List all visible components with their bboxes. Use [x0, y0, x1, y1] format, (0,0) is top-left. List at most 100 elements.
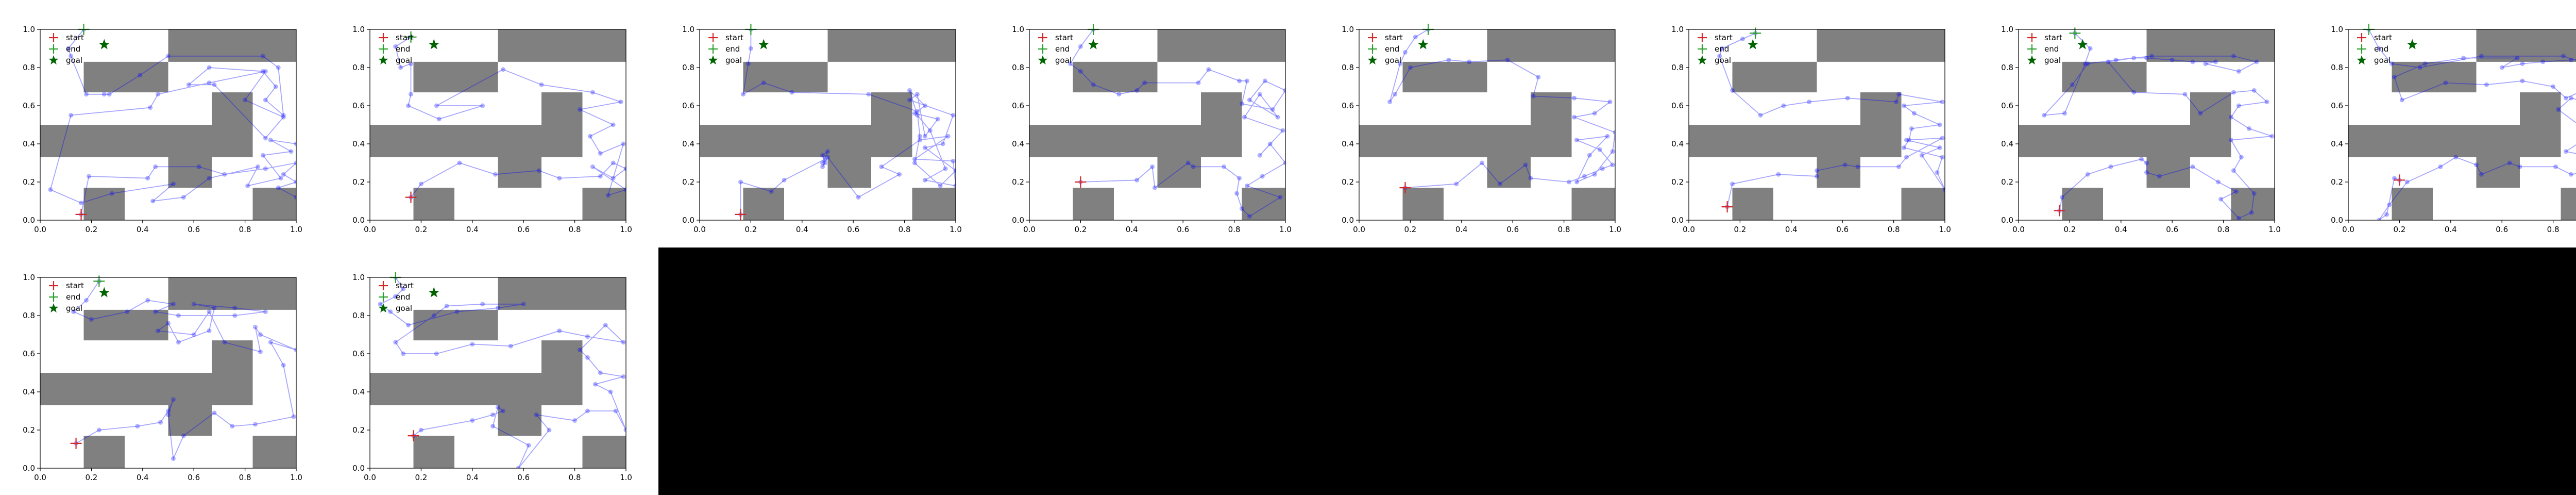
path-point	[1497, 182, 1502, 187]
path-point	[207, 176, 212, 181]
obstacle-block	[1242, 188, 1285, 220]
path-point	[789, 90, 794, 95]
path-point	[1523, 162, 1528, 168]
path-point	[740, 92, 745, 97]
legend-start-label: start	[66, 33, 84, 42]
obstacle-block	[168, 29, 296, 62]
legend-goal-label: goal	[725, 56, 742, 65]
x-tick-label: 0.4	[137, 473, 149, 482]
legend-start-label: start	[396, 33, 414, 42]
path-point	[255, 164, 260, 169]
plot-frame	[40, 277, 297, 469]
y-tick-label: 0.8	[23, 311, 35, 320]
path-point	[500, 408, 505, 414]
obstacle-block	[2190, 92, 2231, 157]
path-point	[1536, 75, 1541, 79]
y-tick-label: 0.0	[1012, 216, 1024, 225]
legend: start end goal	[2027, 33, 2062, 65]
path-point	[1454, 182, 1459, 187]
path-point	[145, 176, 150, 181]
axis-ticks: 0.0 0.2 0.4 0.6 0.8 1.0 0.0 0.2 0.4 0.6 0.8 1.0	[352, 273, 632, 482]
path-point	[181, 433, 186, 438]
path-point	[2507, 160, 2512, 166]
x-tick-label: 0.0	[34, 225, 46, 234]
path-point	[539, 82, 544, 87]
path-point	[125, 309, 130, 315]
search-path	[738, 29, 956, 217]
obstacle-block	[413, 61, 498, 93]
plot-frame	[369, 277, 626, 469]
path-point	[2499, 65, 2504, 70]
y-tick-label: 1.0	[682, 25, 694, 34]
legend-goal-symbol	[48, 303, 59, 313]
path-point	[2203, 61, 2208, 67]
path-point	[940, 141, 945, 146]
path-point	[156, 328, 161, 334]
path-point	[243, 97, 248, 103]
legend-start-label: start	[1715, 33, 1733, 42]
path-point	[1222, 164, 1227, 169]
y-tick-label: 0.8	[1671, 63, 1684, 72]
path-point	[2568, 172, 2573, 177]
legend: start end goal	[1038, 33, 1073, 65]
path-line	[1389, 29, 1615, 188]
path-point	[252, 422, 258, 427]
goal-marker	[428, 287, 439, 298]
obstacles	[40, 277, 296, 468]
obstacle-block	[1402, 61, 1487, 93]
path-point	[212, 305, 217, 310]
path-point	[212, 410, 217, 416]
path-point	[281, 113, 286, 118]
legend-end-symbol	[49, 292, 58, 302]
path-point	[89, 317, 94, 322]
path-point	[825, 149, 830, 154]
path-point	[914, 92, 920, 97]
x-tick-label: 0.2	[415, 473, 427, 482]
path-point	[294, 179, 296, 185]
path-point	[2404, 179, 2410, 185]
legend-goal-symbol	[1367, 55, 1378, 65]
path-line	[49, 29, 296, 215]
y-tick-label: 0.4	[1671, 139, 1684, 148]
path-point	[2520, 61, 2525, 67]
path-point	[1150, 164, 1155, 169]
path-point	[281, 114, 286, 120]
path-point	[71, 309, 76, 315]
path-point	[107, 92, 112, 97]
x-tick-label: 0.4	[466, 225, 479, 234]
path-point	[526, 443, 531, 448]
path-point	[1904, 155, 1909, 160]
path-point	[2540, 59, 2546, 64]
path-point	[1592, 111, 1597, 116]
x-tick-label: 0.0	[1353, 225, 1365, 234]
legend: start end goal	[708, 33, 743, 65]
path-point	[1730, 182, 1735, 187]
path-point	[1758, 113, 1763, 118]
search-path	[1387, 29, 1615, 190]
path-point	[457, 160, 462, 166]
path-point	[83, 92, 89, 97]
path-point	[2149, 54, 2154, 59]
x-tick-label: 0.8	[1888, 225, 1900, 234]
path-point	[1244, 183, 1249, 188]
x-tick-label: 0.8	[239, 473, 251, 482]
path-point	[2568, 57, 2573, 62]
path-point	[1574, 138, 1579, 143]
x-tick-label: 1.0	[620, 473, 632, 482]
legend-end-symbol	[1038, 44, 1047, 54]
path-point	[418, 182, 423, 187]
path-point	[2144, 170, 2149, 175]
obstacle-block	[2392, 61, 2477, 93]
x-tick-label: 0.8	[1558, 225, 1570, 234]
path-point	[268, 138, 273, 143]
path-point	[1607, 100, 1613, 105]
path-point	[879, 164, 884, 169]
path-point	[1408, 65, 1413, 70]
path-point	[1142, 80, 1147, 86]
plot-frame	[2018, 29, 2275, 221]
path-point	[598, 370, 603, 375]
path-point	[1906, 138, 1911, 143]
path-point	[2461, 56, 2466, 60]
y-tick-label: 0.4	[2001, 139, 2013, 148]
path-point	[2157, 174, 2162, 179]
